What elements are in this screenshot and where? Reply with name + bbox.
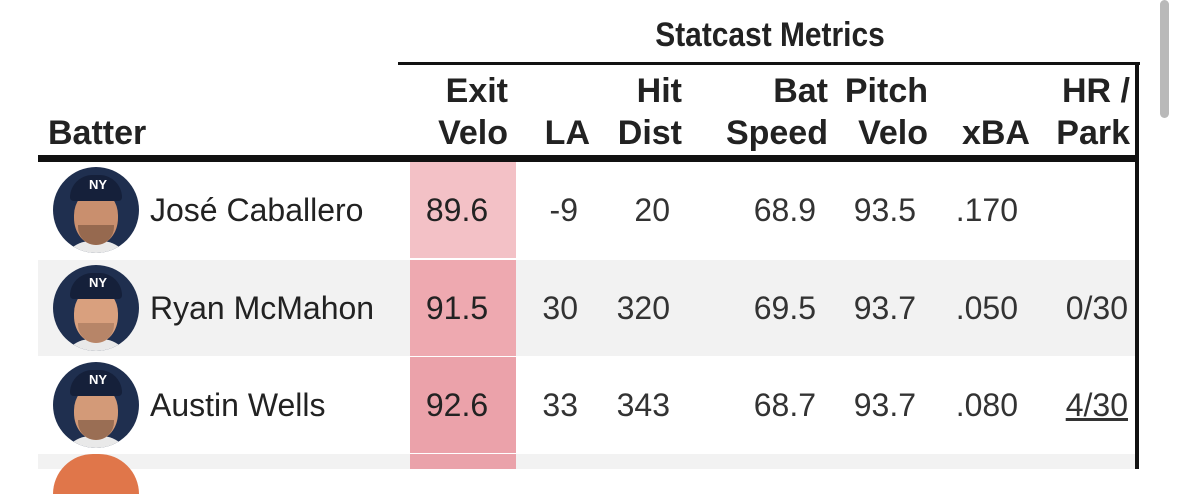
pitch-velo-value: 93.5 [853, 192, 916, 228]
hr-park-link[interactable]: 4/30 [1065, 387, 1128, 423]
bat-speed-value: 68.9 [753, 192, 816, 228]
header-la[interactable]: LA [530, 112, 590, 154]
exit-velo-cell: 89.6 [410, 162, 516, 258]
exit-velo-cell-partial [410, 454, 516, 469]
pitch-velo-value: 93.7 [853, 387, 916, 423]
header-xba[interactable]: xBA [950, 112, 1030, 154]
header-exit-velo[interactable]: Exit Velo [410, 70, 508, 154]
header-pitch-velo-line1: Pitch [844, 72, 928, 110]
header-la-label: LA [544, 114, 590, 152]
table-row[interactable]: NY Ryan McMahon 91.5 30 320 69.5 93.7 .0… [38, 260, 1135, 356]
header-hr-park-line2: Park [1056, 114, 1130, 152]
player-headshot-icon: NY [53, 265, 139, 351]
batter-name[interactable]: Austin Wells [150, 387, 326, 423]
header-xba-label: xBA [961, 114, 1030, 152]
header-pitch-velo[interactable]: Pitch Velo [838, 70, 928, 154]
hr-park-value: 0/30 [1065, 290, 1128, 326]
header-bat-speed-line2: Speed [725, 114, 828, 152]
header-pitch-velo-line2: Velo [858, 114, 928, 152]
hit-dist-value: 320 [616, 290, 670, 326]
exit-velo-cell: 91.5 [410, 260, 516, 356]
header-batter[interactable]: Batter [48, 112, 146, 154]
la-value: -9 [549, 192, 578, 228]
hit-dist-value: 20 [634, 192, 670, 228]
xba-value: .080 [955, 387, 1018, 423]
pitch-velo-value: 93.7 [853, 290, 916, 326]
table-right-border [1135, 62, 1139, 469]
bat-speed-value: 69.5 [753, 290, 816, 326]
table-row-partial[interactable] [38, 454, 1135, 469]
statcast-metrics-title: Statcast Metrics [655, 16, 885, 54]
header-hit-dist-line1: Hit [636, 72, 682, 110]
la-value: 33 [542, 387, 578, 423]
table-row[interactable]: NY José Caballero 89.6 -9 20 68.9 93.5 .… [38, 162, 1135, 258]
header-hit-dist-line2: Dist [617, 114, 682, 152]
xba-value: .170 [955, 192, 1018, 228]
xba-value: .050 [955, 290, 1018, 326]
player-headshot-icon: NY [53, 362, 139, 448]
header-batter-label: Batter [48, 114, 147, 152]
hr-park-value [1038, 162, 1128, 258]
header-bat-speed[interactable]: Bat Speed [710, 70, 828, 154]
statcast-group-rule [398, 62, 1140, 65]
batter-name[interactable]: José Caballero [150, 192, 364, 228]
batter-name[interactable]: Ryan McMahon [150, 290, 375, 326]
header-hr-park[interactable]: HR / Park [1040, 70, 1130, 154]
bat-speed-value: 68.7 [753, 387, 816, 423]
exit-velo-cell: 92.6 [410, 357, 516, 453]
vertical-scrollbar[interactable] [1160, 0, 1169, 118]
player-headshot-icon: NY [53, 167, 139, 253]
exit-velo-value: 89.6 [425, 192, 489, 228]
header-rule [38, 155, 1139, 162]
la-value: 30 [542, 290, 578, 326]
header-exit-velo-line2: Velo [438, 114, 508, 152]
header-hit-dist[interactable]: Hit Dist [600, 70, 682, 154]
header-exit-velo-line1: Exit [445, 72, 508, 110]
exit-velo-value: 91.5 [425, 290, 489, 326]
hit-dist-value: 343 [616, 387, 670, 423]
exit-velo-value: 92.6 [425, 387, 489, 423]
header-bat-speed-line1: Bat [773, 72, 828, 110]
table-row[interactable]: NY Austin Wells 92.6 33 343 68.7 93.7 .0… [38, 357, 1135, 453]
header-hr-park-line1: HR / [1062, 72, 1130, 110]
